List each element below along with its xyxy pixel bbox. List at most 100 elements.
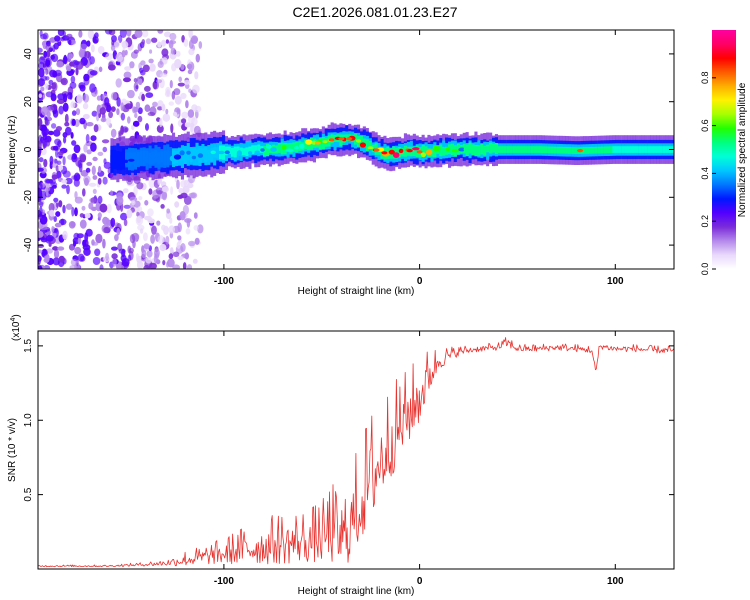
noise-speck — [168, 253, 174, 260]
noise-speck — [163, 225, 169, 235]
ridge-band-3 — [477, 145, 481, 156]
ridge-band-3 — [186, 150, 190, 161]
colorbar-tick-label: 0.4 — [700, 167, 710, 180]
noise-speck — [56, 160, 62, 166]
ridge-band-3 — [474, 145, 478, 156]
noise-speck — [38, 93, 42, 99]
noise-speck — [127, 245, 132, 254]
ridge-band-3 — [662, 146, 666, 153]
noise-speck — [91, 110, 98, 117]
ridge-band-3 — [574, 147, 578, 154]
noise-speck — [52, 232, 57, 238]
noise-speck — [74, 246, 82, 255]
snr-multiplier-label: (x104) — [10, 314, 22, 341]
ridge-band-3 — [635, 146, 639, 153]
noise-speck — [147, 111, 156, 117]
frequency-tick-label: -40 — [23, 237, 34, 252]
ridge-band-3 — [248, 146, 252, 155]
noise-speck — [106, 117, 111, 126]
noise-speck — [75, 67, 79, 76]
ridge-band-3 — [139, 150, 143, 166]
colorbar-tick-label: 0.6 — [700, 119, 710, 132]
ridge-band-3 — [456, 143, 460, 155]
ridge-band-3 — [632, 146, 636, 153]
noise-speck — [86, 161, 93, 166]
ridge-peak — [128, 158, 135, 162]
noise-speck — [152, 101, 158, 108]
noise-speck — [70, 132, 74, 139]
noise-speck — [106, 203, 112, 214]
noise-speck — [95, 233, 103, 244]
noise-speck — [161, 186, 169, 193]
noise-speck — [57, 93, 66, 100]
noise-speck — [195, 53, 200, 63]
noise-speck — [82, 93, 90, 103]
ridge-max — [328, 138, 335, 142]
noise-speck — [64, 121, 70, 127]
noise-speck — [44, 253, 50, 263]
noise-speck — [198, 41, 203, 49]
ridge-band-3 — [189, 147, 193, 163]
noise-speck — [184, 122, 192, 128]
noise-speck — [174, 58, 182, 69]
snr-tick-label: 1.0 — [23, 413, 34, 427]
noise-speck — [68, 53, 73, 60]
ridge-peak — [285, 148, 294, 152]
ridge-peak — [156, 156, 163, 161]
noise-speck — [64, 113, 69, 124]
noise-speck — [62, 156, 66, 166]
noise-speck — [145, 123, 149, 131]
noise-speck — [74, 60, 80, 66]
ridge-peak — [191, 155, 197, 160]
noise-speck — [147, 218, 155, 224]
noise-speck — [180, 64, 185, 70]
noise-speck — [92, 156, 98, 162]
noise-speck — [108, 111, 113, 119]
noise-speck — [120, 212, 128, 221]
noise-speck — [162, 260, 166, 266]
ridge-max — [577, 149, 584, 153]
ridge-max — [426, 150, 433, 154]
noise-speck — [141, 249, 147, 259]
noise-speck — [110, 44, 116, 52]
ridge-band-3 — [251, 145, 255, 154]
noise-speck — [62, 30, 66, 37]
noise-speck — [129, 196, 138, 202]
noise-speck — [86, 122, 94, 127]
ridge-band-3 — [544, 146, 548, 154]
noise-speck — [38, 106, 42, 116]
noise-speck — [38, 157, 44, 163]
ridge-band-3 — [110, 155, 114, 166]
ridge-band-3 — [512, 146, 516, 153]
noise-speck — [38, 47, 43, 53]
snr-series-line — [38, 337, 674, 568]
frequency-axis: -40 -20 0 20 40 — [23, 48, 674, 252]
ridge-band-3 — [603, 146, 607, 154]
noise-speck — [39, 206, 43, 216]
noise-speck — [110, 217, 116, 228]
ridge-peak — [165, 151, 170, 156]
ridge-peak — [236, 150, 242, 157]
ridge-band-3 — [594, 146, 598, 154]
noise-speck — [110, 128, 117, 138]
noise-speck — [145, 38, 152, 45]
ridge-peak — [367, 146, 374, 150]
noise-speck — [170, 123, 174, 134]
noise-speck — [176, 179, 180, 190]
noise-speck — [61, 184, 67, 189]
noise-speck — [137, 107, 143, 115]
noise-speck — [115, 52, 124, 63]
noise-speck — [51, 123, 57, 129]
ridge-peak — [463, 146, 471, 153]
noise-speck — [144, 85, 151, 92]
noise-speck — [177, 194, 184, 199]
ridge-peak — [124, 159, 129, 163]
noise-speck — [91, 165, 96, 176]
noise-speck — [148, 188, 153, 195]
ridge-band-3 — [541, 146, 545, 153]
noise-speck — [38, 67, 45, 78]
noise-speck — [69, 265, 78, 269]
noise-speck — [180, 243, 186, 252]
ridge-band-3 — [450, 143, 454, 155]
ridge-band-3 — [530, 146, 534, 153]
